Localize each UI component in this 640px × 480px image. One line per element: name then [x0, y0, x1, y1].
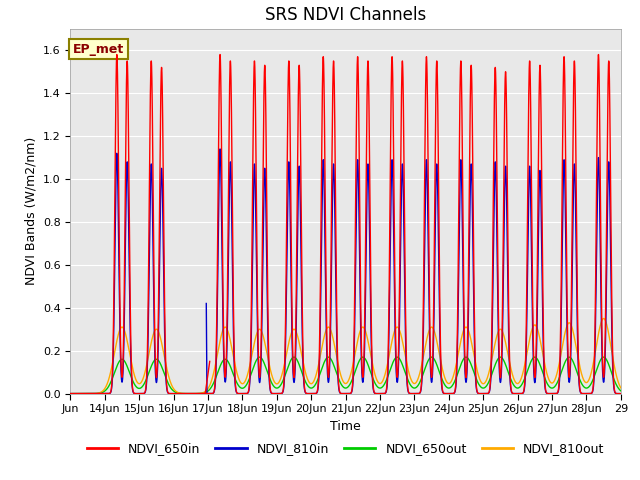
NDVI_810in: [617, 391, 625, 396]
NDVI_810in: [461, 355, 468, 361]
NDVI_810in: [399, 188, 407, 193]
NDVI_650in: [216, 52, 224, 58]
NDVI_650out: [581, 385, 589, 391]
NDVI_650in: [399, 96, 407, 102]
Y-axis label: NDVI Bands (W/m2/nm): NDVI Bands (W/m2/nm): [24, 137, 37, 285]
NDVI_810out: [600, 316, 607, 322]
NDVI_650in: [204, 391, 211, 396]
NDVI_650out: [461, 355, 468, 360]
NDVI_650out: [420, 370, 428, 375]
Text: EP_met: EP_met: [73, 43, 124, 56]
NDVI_810in: [327, 314, 335, 320]
NDVI_650in: [581, 391, 589, 396]
Line: NDVI_650in: NDVI_650in: [70, 55, 621, 394]
NDVI_810in: [581, 391, 589, 396]
NDVI_650in: [461, 340, 468, 346]
Line: NDVI_650out: NDVI_650out: [70, 357, 621, 394]
NDVI_810out: [581, 379, 589, 385]
Line: NDVI_810out: NDVI_810out: [70, 319, 621, 394]
NDVI_650out: [327, 356, 335, 361]
NDVI_650in: [327, 280, 335, 286]
NDVI_810out: [399, 342, 407, 348]
Title: SRS NDVI Channels: SRS NDVI Channels: [265, 6, 426, 24]
NDVI_650out: [399, 364, 407, 370]
NDVI_650out: [565, 354, 573, 360]
NDVI_650in: [67, 391, 74, 396]
NDVI_650out: [204, 388, 211, 394]
Legend: NDVI_650in, NDVI_810in, NDVI_650out, NDVI_810out: NDVI_650in, NDVI_810in, NDVI_650out, NDV…: [82, 437, 609, 460]
NDVI_810out: [327, 327, 335, 333]
NDVI_810out: [67, 391, 74, 396]
NDVI_650out: [617, 388, 625, 394]
NDVI_810in: [216, 146, 224, 152]
NDVI_650out: [67, 391, 74, 396]
NDVI_650in: [420, 268, 428, 274]
NDVI_810in: [67, 391, 74, 396]
NDVI_810in: [420, 306, 428, 312]
NDVI_810out: [461, 325, 468, 331]
Line: NDVI_810in: NDVI_810in: [70, 149, 621, 394]
X-axis label: Time: Time: [330, 420, 361, 432]
NDVI_810out: [617, 385, 625, 391]
NDVI_810out: [204, 386, 211, 392]
NDVI_810in: [204, 391, 211, 396]
NDVI_650in: [617, 391, 625, 396]
NDVI_810out: [420, 352, 428, 358]
